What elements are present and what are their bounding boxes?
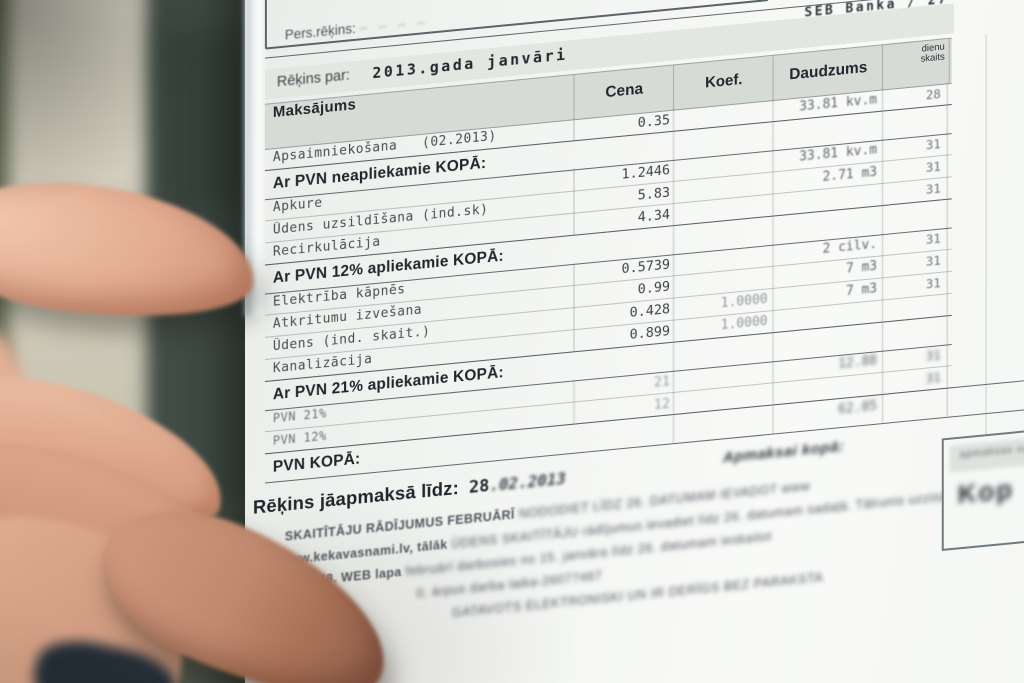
payment-corner-box-band: apmaksas summa bbox=[949, 420, 1024, 473]
invoice-period-label: Rēķins par: bbox=[276, 67, 350, 91]
blurred-value: 31 bbox=[925, 369, 941, 386]
payment-corner-box-text: Kop bbox=[957, 473, 1014, 510]
blurred-value: 62.05 bbox=[838, 398, 878, 418]
table-outer-line bbox=[985, 34, 987, 499]
invoice-paper-sheet: Ka, SEB Banka / 27 Pers.rēķins: – – – – … bbox=[245, 0, 1024, 683]
background-dark-blob bbox=[162, 30, 257, 210]
due-date-value-blurred: .02.2013 bbox=[489, 468, 567, 496]
cell-dienu bbox=[882, 388, 948, 424]
pay-total-blurred-label: Apmaksai kopā: bbox=[722, 437, 845, 467]
blurred-value: 12.88 bbox=[838, 353, 878, 373]
blurred-value: 31 bbox=[925, 347, 941, 364]
payment-corner-box: apmaksas summa Kop bbox=[941, 411, 1024, 551]
due-date-value: 28 bbox=[468, 475, 490, 499]
due-date-label: Rēķins jāapmaksā līdz: bbox=[252, 476, 459, 518]
